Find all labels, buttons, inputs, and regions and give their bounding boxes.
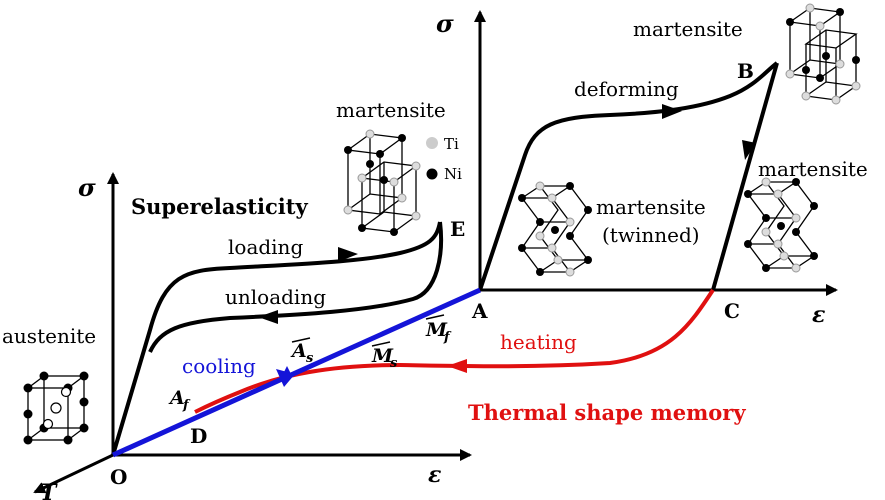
unload-b-c-arrowhead [742, 140, 756, 160]
svg-text:M: M [425, 319, 448, 341]
svg-text:f: f [443, 330, 452, 345]
cooling-label: cooling [182, 354, 256, 378]
af-label: A f [168, 387, 191, 413]
twinned-label: (twinned) [602, 223, 700, 247]
cooling-arrow [276, 369, 295, 387]
ni-legend-label: Ni [444, 165, 462, 183]
deforming-arrowhead [662, 104, 682, 119]
deforming-label: deforming [574, 77, 679, 101]
martensite-top-label: martensite [633, 17, 743, 41]
heating-label: heating [500, 330, 577, 354]
loading-label: loading [228, 235, 303, 259]
point-d-label: D [190, 424, 207, 448]
point-c-label: C [724, 299, 740, 323]
unloading-curve [148, 221, 444, 353]
deforming-curve [478, 61, 779, 291]
martensite-lattice-mid [343, 129, 421, 236]
point-b-label: B [737, 59, 754, 83]
cooling-line [111, 287, 482, 458]
epsilon-right-label: ε [812, 302, 825, 328]
martensite-right-label: martensite [758, 157, 868, 181]
svg-text:A: A [168, 387, 185, 409]
svg-text:f: f [182, 398, 191, 413]
svg-text:M: M [371, 345, 394, 367]
ti-legend-dot [426, 137, 438, 149]
martensite-lattice-right [744, 177, 818, 273]
unload-b-c-curve [711, 62, 779, 291]
martensite-lattice-top [785, 3, 861, 105]
mf-label: M f [425, 314, 452, 345]
heating-curve [194, 288, 715, 414]
ms-label: M s [371, 341, 398, 371]
svg-text:s: s [390, 356, 398, 371]
loading-curve [111, 221, 442, 456]
point-e-label: E [450, 217, 465, 241]
thermal-shape-memory-title: Thermal shape memory [468, 400, 746, 425]
temperature-label: T [40, 480, 58, 500]
sigma-right-label: σ [436, 9, 454, 38]
unloading-arrowhead [258, 310, 278, 324]
heating-arrowhead [447, 359, 467, 373]
austenite-lattice [23, 371, 89, 445]
as-label: A s [290, 337, 314, 366]
ni-legend-dot [426, 168, 438, 180]
point-a-label: A [471, 299, 488, 323]
point-o-label: O [110, 465, 127, 489]
unloading-label: unloading [225, 285, 326, 309]
right-axes [474, 10, 838, 296]
svg-text:s: s [306, 351, 314, 366]
temperature-axis [33, 453, 114, 494]
superelasticity-title: Superelasticity [131, 194, 308, 219]
martensite-lattice-twinned [518, 181, 592, 277]
loading-arrowhead [338, 247, 358, 262]
martensite-mid-label: martensite [336, 98, 446, 122]
sigma-left-label: σ [78, 173, 96, 202]
epsilon-left-label: ε [428, 462, 441, 488]
martensite-twinned-label: martensite [596, 195, 706, 219]
svg-text:A: A [290, 340, 307, 362]
austenite-label: austenite [2, 324, 96, 348]
ti-legend-label: Ti [444, 135, 459, 153]
left-axes [33, 172, 472, 494]
